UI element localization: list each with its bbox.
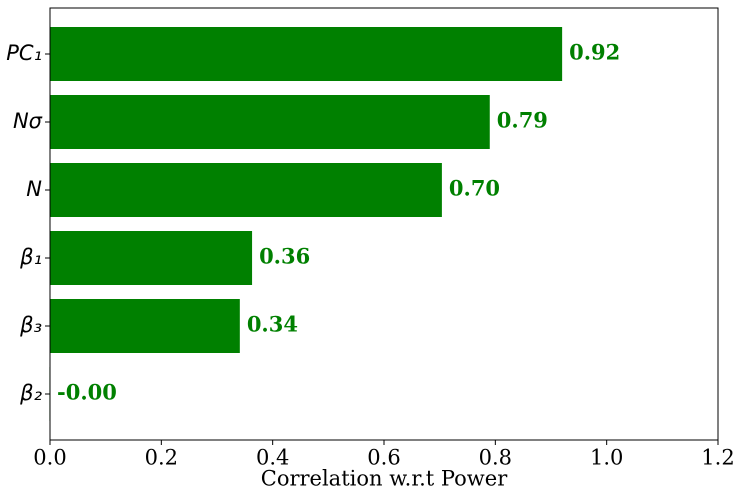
y-tick-label: β₂	[19, 381, 42, 405]
bar	[50, 27, 563, 81]
x-tick-label: 0.6	[367, 446, 400, 470]
y-tick-label: β₃	[19, 313, 42, 337]
y-tick-label: PC₁	[6, 41, 42, 65]
value-label: 0.92	[569, 40, 620, 65]
value-label: 0.34	[247, 312, 298, 337]
value-label: 0.36	[259, 244, 310, 269]
bar	[50, 231, 253, 285]
x-tick-label: 0.0	[33, 446, 66, 470]
value-label: 0.79	[497, 108, 548, 133]
x-tick-label: 1.0	[590, 446, 623, 470]
bar	[50, 299, 240, 353]
bar	[50, 95, 490, 149]
x-tick-label: 0.8	[479, 446, 512, 470]
bar	[50, 163, 442, 217]
y-tick-label: N	[26, 177, 42, 201]
y-tick-label: Nσ	[13, 109, 43, 133]
x-axis-label: Correlation w.r.t Power	[261, 467, 508, 491]
plot-frame	[49, 7, 719, 441]
x-tick-label: 1.2	[701, 446, 734, 470]
x-tick-label: 0.4	[256, 446, 289, 470]
y-tick-label: β₁	[19, 245, 42, 269]
x-tick-label: 0.2	[145, 446, 178, 470]
value-label: 0.70	[449, 176, 500, 201]
value-label: -0.00	[57, 380, 117, 405]
